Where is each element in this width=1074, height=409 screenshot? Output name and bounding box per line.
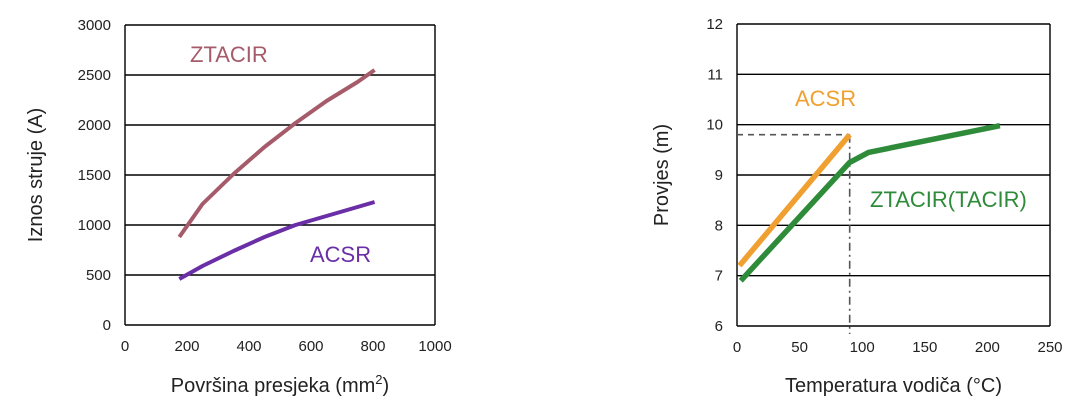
y-tick-label: 2000	[78, 117, 111, 134]
chart-2: 6 7 8 9 10 11 12 0 50 100 150 200 250 ACSR ZTACIR(TACI…	[651, 16, 1063, 397]
series-line-2	[178, 200, 376, 281]
x-tick-label: 1000	[418, 338, 451, 355]
x-tick-label: 200	[975, 339, 1000, 356]
x-tick-label: 600	[298, 338, 323, 355]
x-axis-label-text: Površina presjeka (mm	[171, 375, 376, 397]
x-tick-label: 200	[174, 338, 199, 355]
x-tick-label: 0	[121, 338, 129, 355]
x-tick-label: 800	[360, 338, 385, 355]
x-axis-label: Površina presjeka (mm2)	[171, 372, 389, 397]
y-tick-label: 0	[103, 317, 111, 334]
y-tick-label: 11	[707, 66, 723, 83]
series-line-1	[737, 132, 852, 268]
series-label-1: ACSR	[795, 86, 856, 111]
x-axis-label: Temperatura vodiča (°C)	[785, 375, 1002, 397]
series-label-2: ACSR	[310, 242, 371, 267]
x-tick-label: 150	[912, 339, 937, 356]
x-axis-label-superscript: 2	[375, 372, 382, 387]
y-tick-label: 2500	[78, 67, 111, 84]
y-tick-label: 9	[715, 167, 723, 184]
x-axis-label-end: )	[383, 375, 390, 397]
x-tick-label: 100	[850, 339, 875, 356]
y-tick-label: 500	[86, 267, 111, 284]
x-tick-label: 400	[236, 338, 261, 355]
x-tick-label: 0	[733, 339, 741, 356]
series-line-2	[738, 123, 1001, 283]
y-tick-label: 7	[715, 268, 723, 285]
chart-1: 0 500 1000 1500 2000 2500 3000 0 200 400 600 800 100…	[25, 17, 452, 397]
y-tick-label: 1500	[78, 167, 111, 184]
series-line-1	[177, 68, 376, 239]
y-tick-label: 3000	[78, 17, 111, 34]
y-axis-label: Provjes (m)	[651, 124, 673, 226]
y-tick-label: 10	[706, 117, 723, 134]
x-tick-label: 50	[791, 339, 808, 356]
y-tick-label: 6	[715, 318, 723, 335]
x-tick-label: 250	[1037, 339, 1062, 356]
y-tick-label: 8	[715, 217, 723, 234]
series-label-2: ZTACIR(TACIR)	[870, 187, 1027, 212]
x-axis-label-text: Temperatura vodiča (°C)	[785, 375, 1002, 397]
y-tick-label: 1000	[78, 217, 111, 234]
series-label-1: ZTACIR	[190, 42, 268, 67]
y-tick-label: 12	[706, 16, 723, 33]
y-axis-label: Iznos struje (A)	[25, 108, 47, 242]
